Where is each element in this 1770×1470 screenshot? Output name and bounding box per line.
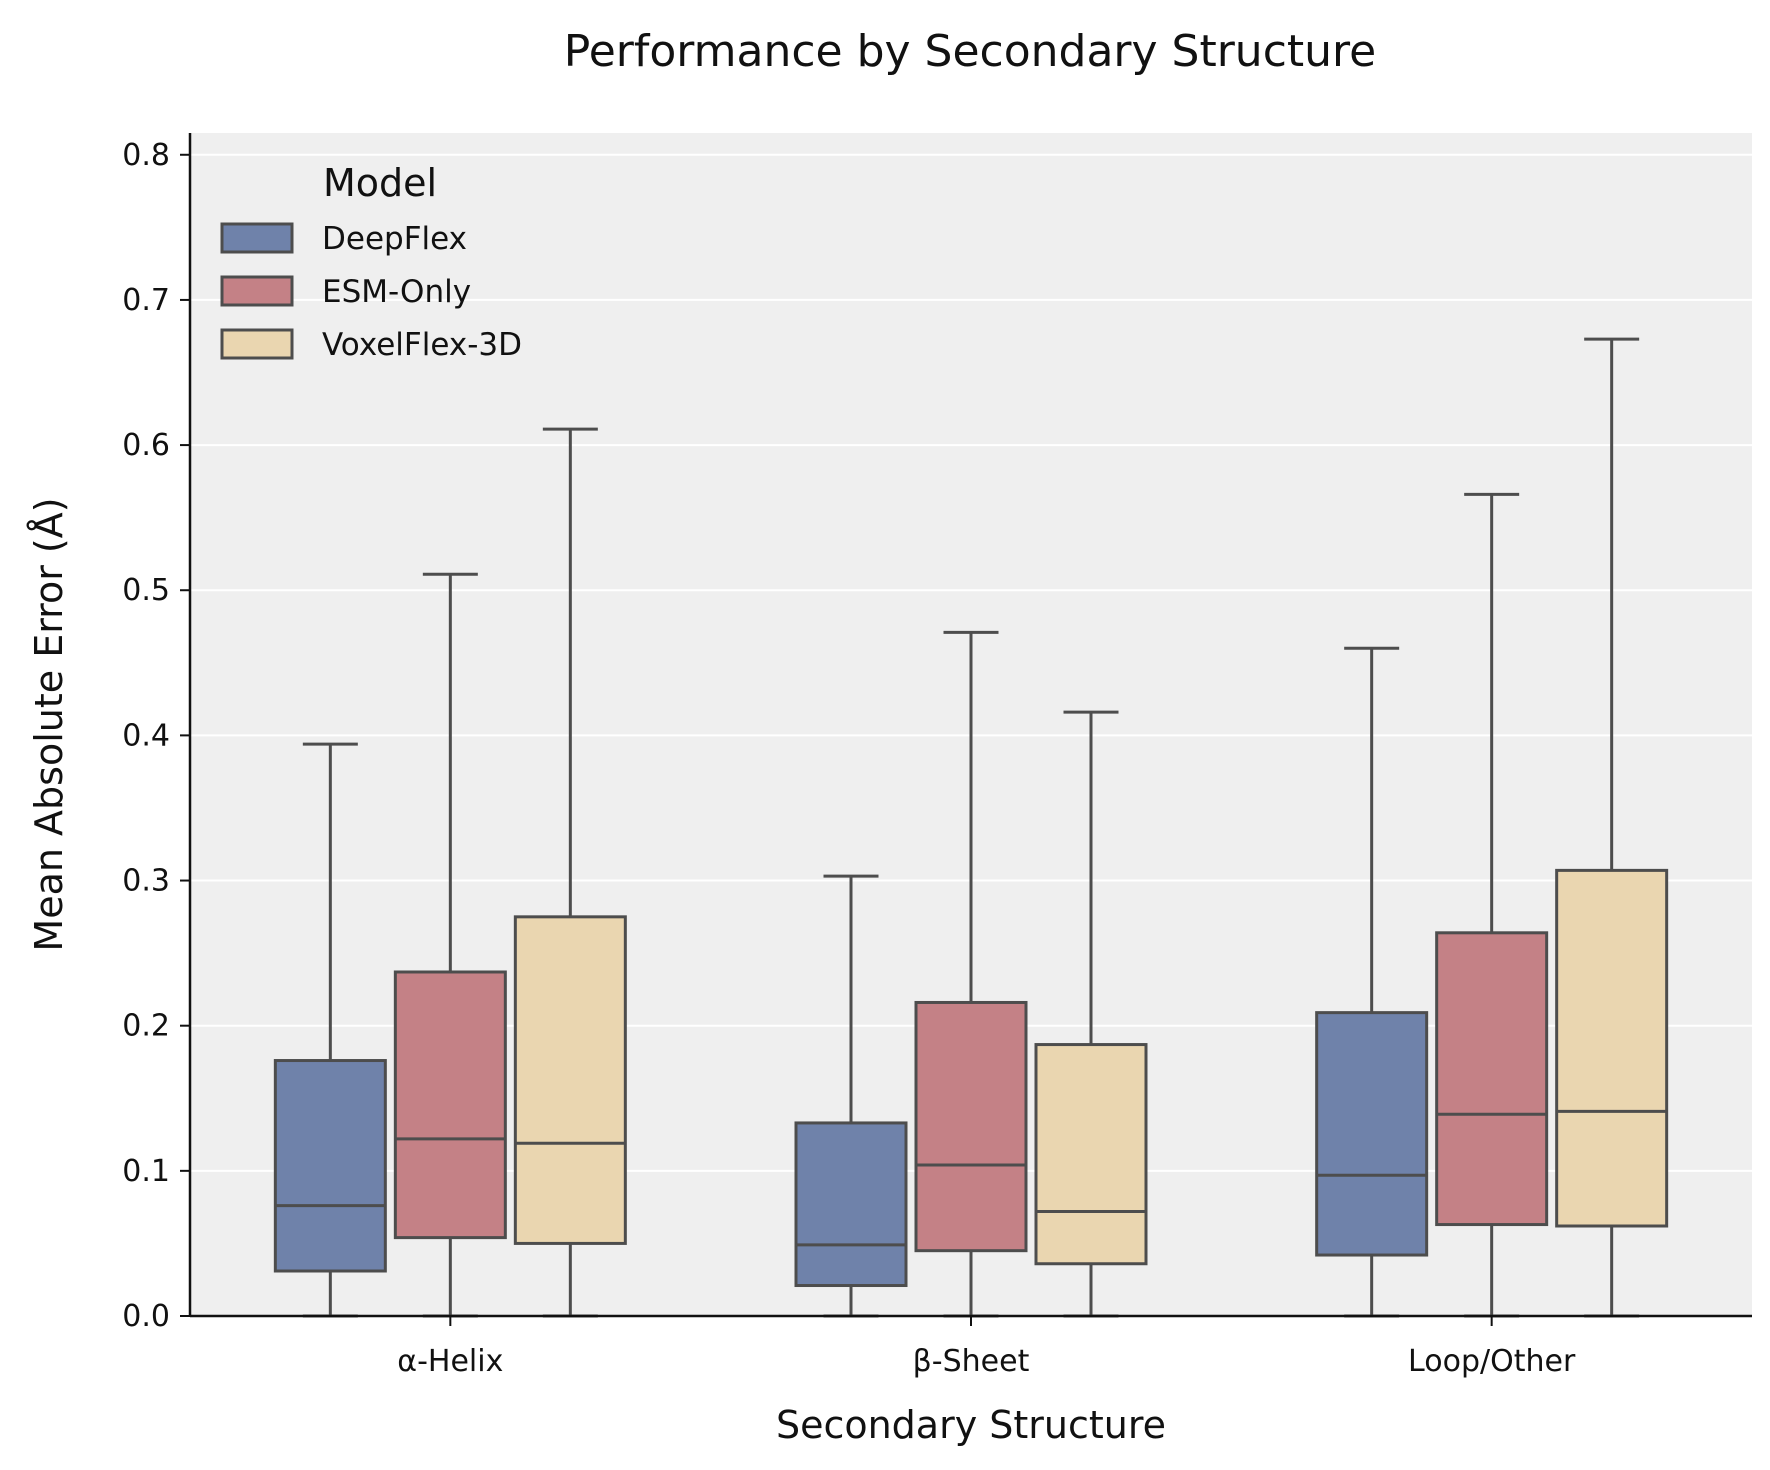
iqr-box xyxy=(513,915,627,1245)
box-deepflex-1 xyxy=(794,874,908,1318)
legend-title: Model xyxy=(323,161,437,205)
box-esm-only-1 xyxy=(914,630,1028,1318)
y-tick-label: 0.6 xyxy=(122,428,170,463)
legend-label: VoxelFlex-3D xyxy=(322,327,522,363)
x-tick-label: α-Helix xyxy=(397,1344,503,1379)
axes: 0.0 0.1 0.2 0.3 0.4 0.5 0.6 0.7 0.8 α-Helix β-Shee… xyxy=(122,133,1752,1379)
y-tick-label: 0.5 xyxy=(122,573,170,608)
box-voxelflex-3d-0 xyxy=(513,427,627,1318)
y-tick-label: 0.7 xyxy=(122,283,170,318)
iqr-box xyxy=(914,1000,1028,1253)
boxes xyxy=(273,337,1669,1318)
legend-swatch xyxy=(220,275,294,307)
box-deepflex-0 xyxy=(273,742,387,1318)
y-tick-label: 0.1 xyxy=(122,1154,170,1189)
y-tick-label: 0.4 xyxy=(122,718,170,753)
iqr-box xyxy=(393,970,507,1240)
box-voxelflex-3d-2 xyxy=(1555,337,1669,1318)
iqr-box xyxy=(1555,868,1669,1228)
x-tick-label: β-Sheet xyxy=(913,1344,1030,1379)
iqr-box xyxy=(273,1059,387,1273)
y-tick-label: 0.3 xyxy=(122,864,170,899)
box-esm-only-2 xyxy=(1435,492,1549,1318)
box-esm-only-0 xyxy=(393,572,507,1318)
x-tick-label: Loop/Other xyxy=(1408,1344,1576,1379)
y-tick-label: 0.8 xyxy=(122,138,170,173)
y-tick-label: 0.0 xyxy=(122,1299,170,1334)
y-axis-title: Mean Absolute Error (Å) xyxy=(27,497,71,951)
box-deepflex-2 xyxy=(1315,646,1429,1318)
x-axis-title: Secondary Structure xyxy=(776,1403,1166,1447)
y-tick-label: 0.2 xyxy=(122,1009,170,1044)
legend-swatch xyxy=(220,222,294,254)
legend-label: DeepFlex xyxy=(322,221,467,257)
box-voxelflex-3d-1 xyxy=(1034,710,1148,1318)
legend: Model DeepFlex ESM-Only VoxelFlex-3D xyxy=(220,161,522,363)
iqr-box xyxy=(1315,1011,1429,1257)
iqr-box xyxy=(1435,931,1549,1227)
iqr-box xyxy=(1034,1043,1148,1266)
chart-title: Performance by Secondary Structure xyxy=(564,26,1376,77)
legend-label: ESM-Only xyxy=(322,274,471,310)
legend-swatch xyxy=(220,328,294,360)
iqr-box xyxy=(794,1121,908,1288)
